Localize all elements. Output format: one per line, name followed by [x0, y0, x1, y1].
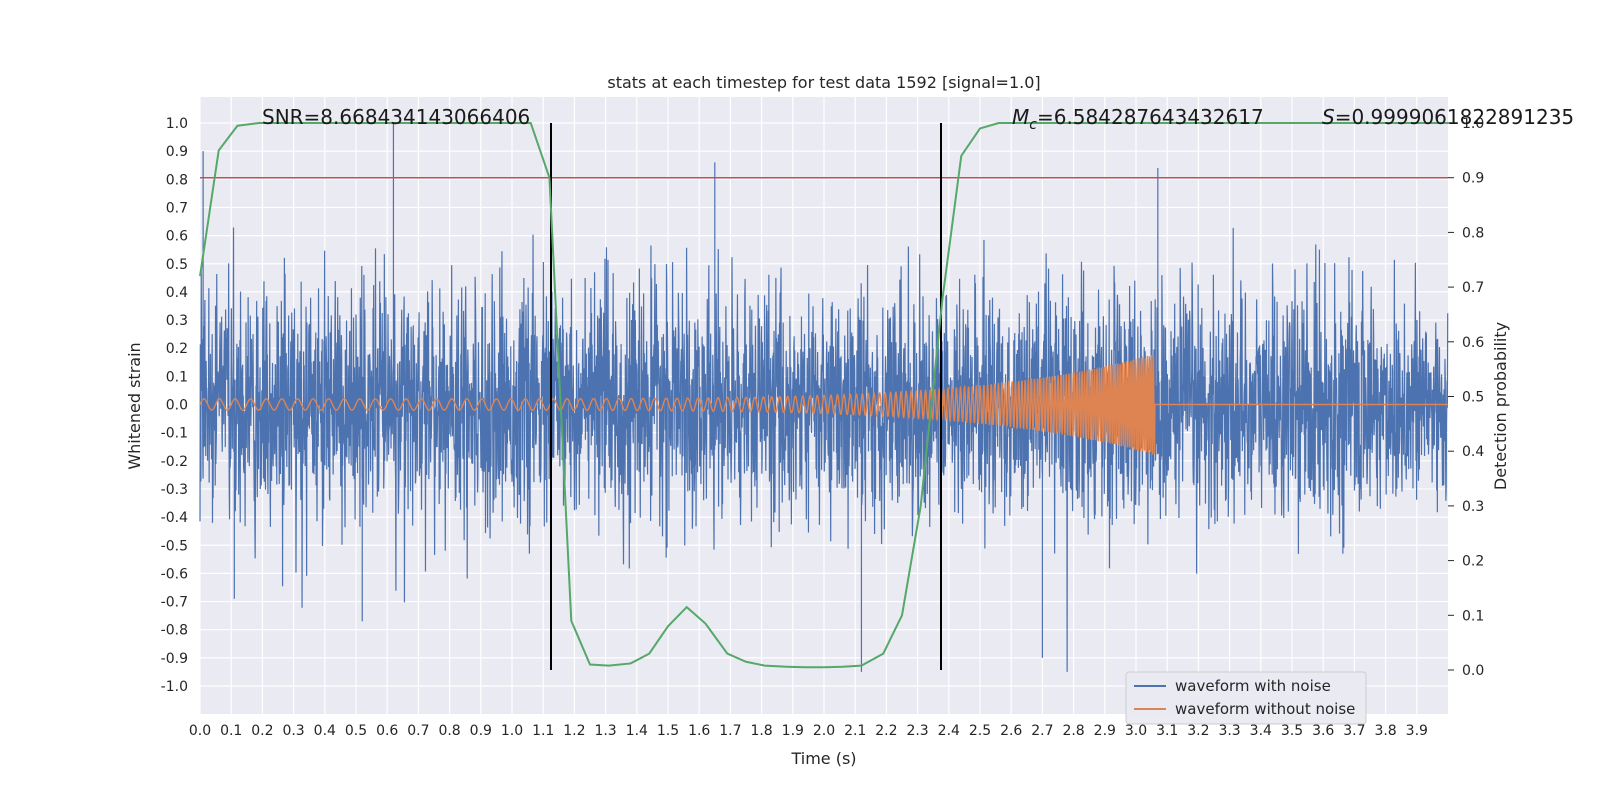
series-waveform-without-noise: [199, 355, 1448, 455]
y-right-tick-label: 0.2: [1462, 554, 1484, 570]
x-tick-label: 0.8: [438, 723, 460, 739]
y-right-tick-labels: 1.0 0.9 0.8 0.7 0.6 0.5 0.4 0.3 0.2 0.1 0.0: [1448, 116, 1484, 679]
x-tick-label: 3.9: [1406, 723, 1428, 739]
grid: [199, 97, 1448, 714]
x-tick-label: 3.0: [1125, 723, 1147, 739]
x-tick-label: 0.2: [251, 723, 273, 739]
x-tick-label: 0.9: [470, 723, 492, 739]
y-right-tick-label: 0.8: [1462, 225, 1484, 241]
x-tick-label: 2.4: [938, 723, 960, 739]
x-tick-label: 2.1: [844, 723, 866, 739]
y-tick-labels: 1.0 0.9 0.8 0.7 0.6 0.5 0.4 0.3 0.2 0.1 0.0 -0.1 -0.…: [161, 116, 188, 695]
x-tick-label: 3.7: [1343, 723, 1365, 739]
x-tick-label: 1.7: [719, 723, 741, 739]
legend-label-clean: waveform without noise: [1175, 700, 1355, 718]
x-tick-label: 0.1: [220, 723, 242, 739]
y-tick-label: -0.8: [161, 623, 188, 639]
x-tick-label: 0.0: [189, 723, 211, 739]
x-tick-label: 3.6: [1312, 723, 1334, 739]
legend: waveform with noise waveform without noi…: [1125, 671, 1367, 725]
y-tick-label: 0.8: [166, 172, 188, 188]
chirp-mass-annotation: Mc=6.584287643432617: [1012, 105, 1264, 133]
x-tick-label: 2.3: [906, 723, 928, 739]
x-tick-label: 1.8: [750, 723, 772, 739]
x-tick-label: 0.4: [314, 723, 336, 739]
x-tick-label: 3.3: [1218, 723, 1240, 739]
score-value: =0.9999061822891235: [1335, 105, 1574, 129]
x-axis-label: Time (s): [790, 749, 856, 768]
x-tick-label: 1.6: [688, 723, 710, 739]
y-tick-label: -0.4: [161, 510, 188, 526]
legend-box: [1125, 671, 1367, 725]
y-tick-label: 0.9: [166, 144, 188, 160]
series-detection-probability: [199, 122, 1448, 669]
x-tick-label: 1.9: [782, 723, 804, 739]
chirp-mass-symbol: M: [1012, 105, 1029, 129]
y-tick-label: -0.6: [161, 566, 188, 582]
y-tick-label: -0.9: [161, 651, 188, 667]
y-tick-label: -0.2: [161, 454, 188, 470]
series-waveform-with-noise: [199, 123, 1449, 672]
snr-annotation: SNR=8.668434143066406: [262, 105, 530, 129]
x-tick-label: 2.2: [875, 723, 897, 739]
chirp-mass-value: =6.584287643432617: [1037, 105, 1264, 129]
y-axis-label: Whitened strain: [125, 342, 144, 469]
x-tick-labels: 0.0 0.1 0.2 0.3 0.4 0.5 0.6 0.7 0.8 0.9 1.0 1.1 1.2 1…: [189, 723, 1428, 739]
y-tick-label: 0.7: [166, 200, 188, 216]
x-tick-label: 2.5: [969, 723, 991, 739]
chirp-mass-subscript: c: [1029, 117, 1037, 133]
x-tick-label: 1.4: [626, 723, 648, 739]
x-tick-label: 0.7: [407, 723, 429, 739]
x-tick-label: 2.7: [1031, 723, 1053, 739]
y-right-tick-label: 0.0: [1462, 663, 1484, 679]
x-tick-label: 3.4: [1250, 723, 1272, 739]
x-tick-label: 2.6: [1000, 723, 1022, 739]
y-right-tick-label: 0.3: [1462, 499, 1484, 515]
y-tick-label: 0.1: [166, 369, 188, 385]
y-right-tick-label: 0.5: [1462, 390, 1484, 406]
x-tick-label: 2.9: [1094, 723, 1116, 739]
x-tick-label: 0.5: [345, 723, 367, 739]
chart-title: stats at each timestep for test data 159…: [607, 73, 1040, 92]
y-right-tick-label: 0.1: [1462, 608, 1484, 624]
y-right-tick-label: 0.4: [1462, 444, 1484, 460]
score-symbol: S: [1322, 105, 1335, 129]
x-tick-label: 0.3: [282, 723, 304, 739]
y-tick-label: 0.2: [166, 341, 188, 357]
x-tick-label: 2.0: [813, 723, 835, 739]
clean-waveform-line: [199, 355, 1448, 455]
x-tick-label: 1.1: [532, 723, 554, 739]
x-tick-label: 3.1: [1156, 723, 1178, 739]
y-tick-label: 0.6: [166, 229, 188, 245]
x-tick-label: 3.2: [1187, 723, 1209, 739]
y-tick-label: 1.0: [166, 116, 188, 132]
y-tick-label: -0.1: [161, 426, 188, 442]
legend-label-noise: waveform with noise: [1175, 677, 1331, 695]
x-tick-label: 3.8: [1374, 723, 1396, 739]
y-right-tick-label: 1.0: [1462, 116, 1484, 132]
y-right-tick-label: 0.9: [1462, 171, 1484, 187]
x-tick-label: 0.6: [376, 723, 398, 739]
y-tick-label: 0.3: [166, 313, 188, 329]
y-tick-label: 0.4: [166, 285, 188, 301]
y-tick-label: -0.5: [161, 538, 188, 554]
score-annotation: S=0.9999061822891235: [1322, 105, 1574, 129]
noise-waveform-line: [199, 123, 1449, 672]
y-tick-label: -0.7: [161, 595, 188, 611]
x-tick-label: 1.3: [594, 723, 616, 739]
x-tick-label: 1.0: [501, 723, 523, 739]
x-tick-label: 3.5: [1281, 723, 1303, 739]
x-tick-label: 1.2: [563, 723, 585, 739]
x-tick-label: 1.5: [657, 723, 679, 739]
y-right-tick-label: 0.7: [1462, 280, 1484, 296]
y-tick-label: 0.5: [166, 257, 188, 273]
y-right-axis-label: Detection probability: [1491, 322, 1510, 490]
y-right-tick-label: 0.6: [1462, 335, 1484, 351]
detection-probability-line: [199, 122, 1448, 669]
y-tick-label: -1.0: [161, 679, 188, 695]
y-tick-label: 0.0: [166, 398, 188, 414]
x-tick-label: 2.8: [1062, 723, 1084, 739]
y-tick-label: -0.3: [161, 482, 188, 498]
